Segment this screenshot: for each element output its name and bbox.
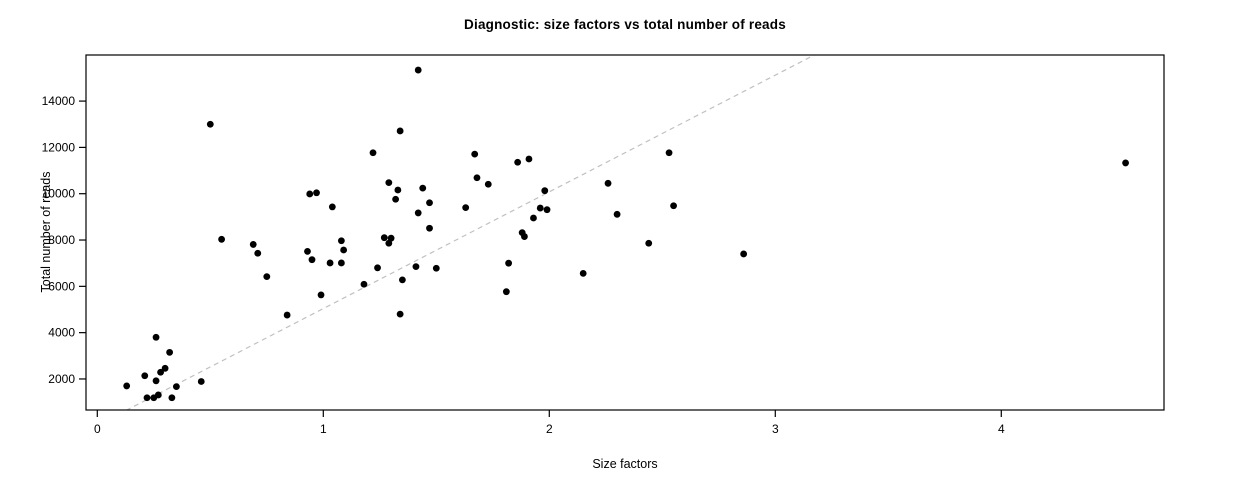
- data-point: [337, 259, 345, 267]
- data-point: [328, 203, 336, 211]
- data-point: [385, 179, 393, 186]
- reference-line-group: [125, 55, 816, 410]
- plot-border: [85, 54, 1165, 411]
- data-point: [340, 246, 348, 254]
- data-point: [385, 239, 393, 247]
- data-point: [317, 291, 325, 299]
- x-tick-label: 2: [546, 422, 553, 436]
- data-point: [645, 239, 653, 247]
- data-point: [283, 311, 291, 319]
- data-point: [502, 288, 510, 296]
- data-point: [157, 368, 164, 376]
- data-point: [387, 234, 395, 242]
- data-point: [462, 204, 470, 212]
- data-point: [337, 237, 345, 245]
- data-point: [154, 391, 162, 399]
- data-point: [360, 280, 368, 288]
- data-point: [613, 210, 621, 218]
- data-point: [396, 127, 404, 135]
- data-point: [152, 377, 160, 385]
- x-axis-title: Size factors: [592, 457, 658, 471]
- x-tick-label: 0: [94, 422, 101, 436]
- data-point: [419, 184, 427, 192]
- y-tick-label: 8000: [48, 233, 75, 247]
- x-tick-label: 1: [320, 422, 327, 436]
- data-point: [543, 206, 551, 214]
- data-point: [369, 149, 377, 157]
- data-point: [392, 195, 400, 203]
- identity-reference-line: [125, 55, 816, 410]
- data-point: [206, 120, 214, 128]
- y-tick-label: 10000: [42, 187, 76, 201]
- data-point: [306, 190, 314, 198]
- data-point: [168, 394, 176, 402]
- data-point: [374, 264, 381, 272]
- data-point: [484, 180, 492, 188]
- data-point: [514, 158, 522, 166]
- data-point: [525, 155, 533, 163]
- data-point: [161, 364, 169, 372]
- data-point: [123, 382, 131, 390]
- data-point: [579, 269, 587, 277]
- data-point: [326, 259, 334, 267]
- data-point: [218, 235, 225, 243]
- y-tick-label: 4000: [48, 326, 75, 340]
- data-point: [143, 394, 151, 402]
- data-point: [1122, 159, 1129, 167]
- data-point: [670, 202, 677, 210]
- data-point: [249, 241, 257, 248]
- data-point: [740, 250, 748, 258]
- data-point: [426, 199, 433, 207]
- data-point: [412, 263, 420, 271]
- data-point: [396, 310, 404, 318]
- data-point: [536, 204, 544, 212]
- data-point: [426, 224, 433, 232]
- data-point: [665, 149, 673, 157]
- data-point: [152, 333, 160, 341]
- data-point: [263, 273, 271, 281]
- y-tick-label: 2000: [48, 372, 75, 386]
- x-tick-label: 4: [998, 422, 1005, 436]
- data-point: [380, 234, 388, 242]
- data-point: [304, 247, 311, 255]
- y-tick-label: 14000: [42, 94, 76, 108]
- data-point: [414, 66, 422, 74]
- y-tick-label: 12000: [42, 140, 76, 154]
- data-point: [505, 259, 513, 267]
- data-point: [541, 187, 549, 195]
- data-point: [394, 186, 402, 194]
- data-point: [414, 209, 422, 217]
- data-point: [172, 383, 180, 391]
- data-point: [398, 276, 406, 284]
- data-point: [313, 189, 320, 197]
- data-point: [432, 264, 440, 272]
- y-tick-label: 6000: [48, 279, 75, 293]
- data-point: [471, 150, 479, 158]
- data-point: [166, 348, 174, 356]
- data-point: [521, 233, 528, 240]
- data-points-group: [123, 66, 1129, 402]
- data-point: [308, 256, 316, 264]
- data-point: [604, 179, 612, 187]
- x-tick-label: 3: [772, 422, 779, 436]
- data-point: [141, 372, 149, 380]
- chart-title: Diagnostic: size factors vs total number…: [464, 17, 786, 32]
- data-point: [254, 249, 262, 257]
- data-point: [473, 174, 481, 182]
- data-point: [530, 214, 537, 222]
- data-point: [197, 378, 205, 385]
